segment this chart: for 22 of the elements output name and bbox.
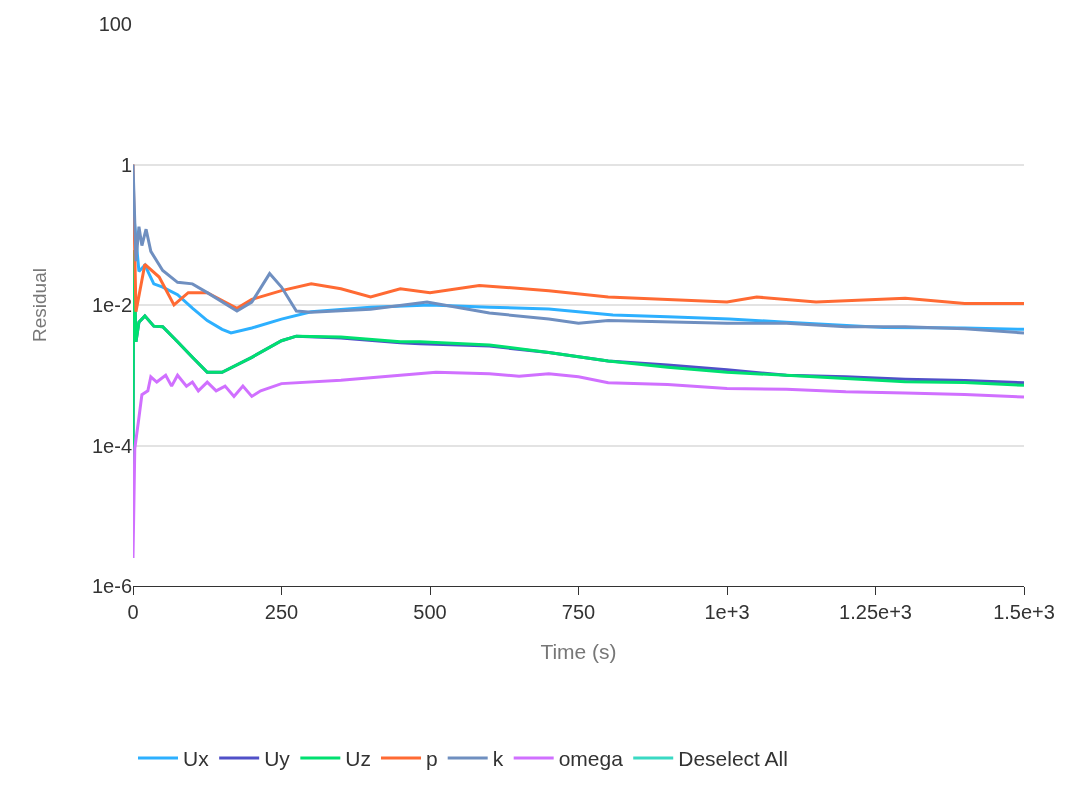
- legend-label: p: [426, 747, 438, 771]
- x-tick-label: 750: [561, 601, 596, 623]
- x-tick-label: 250: [264, 601, 299, 623]
- x-tick-label: 1e+3: [704, 601, 750, 623]
- legend-label: Deselect All: [678, 747, 788, 771]
- legend-label: Uz: [345, 747, 371, 771]
- y-tick-label: 1e-6: [91, 575, 132, 597]
- y-tick-label: 100: [98, 13, 132, 35]
- y-tick-label: 1e-2: [91, 294, 132, 316]
- y-axis-title: Residual: [28, 268, 50, 342]
- x-tick-label: 500: [413, 601, 447, 623]
- y-tick-label: 1e-4: [91, 434, 132, 457]
- x-tick-label: 0: [127, 601, 139, 623]
- legend-label: Ux: [183, 747, 210, 771]
- x-tick-label: 1.5e+3: [993, 601, 1055, 623]
- legend-label: k: [492, 747, 504, 771]
- x-axis-title: Time (s): [540, 640, 617, 664]
- y-tick-label: 1: [120, 153, 132, 176]
- line-series: [133, 370, 1024, 560]
- x-tick-label: 1.25e+3: [839, 601, 912, 623]
- legend-label: Uy: [264, 747, 291, 771]
- legend-label: omega: [558, 747, 624, 771]
